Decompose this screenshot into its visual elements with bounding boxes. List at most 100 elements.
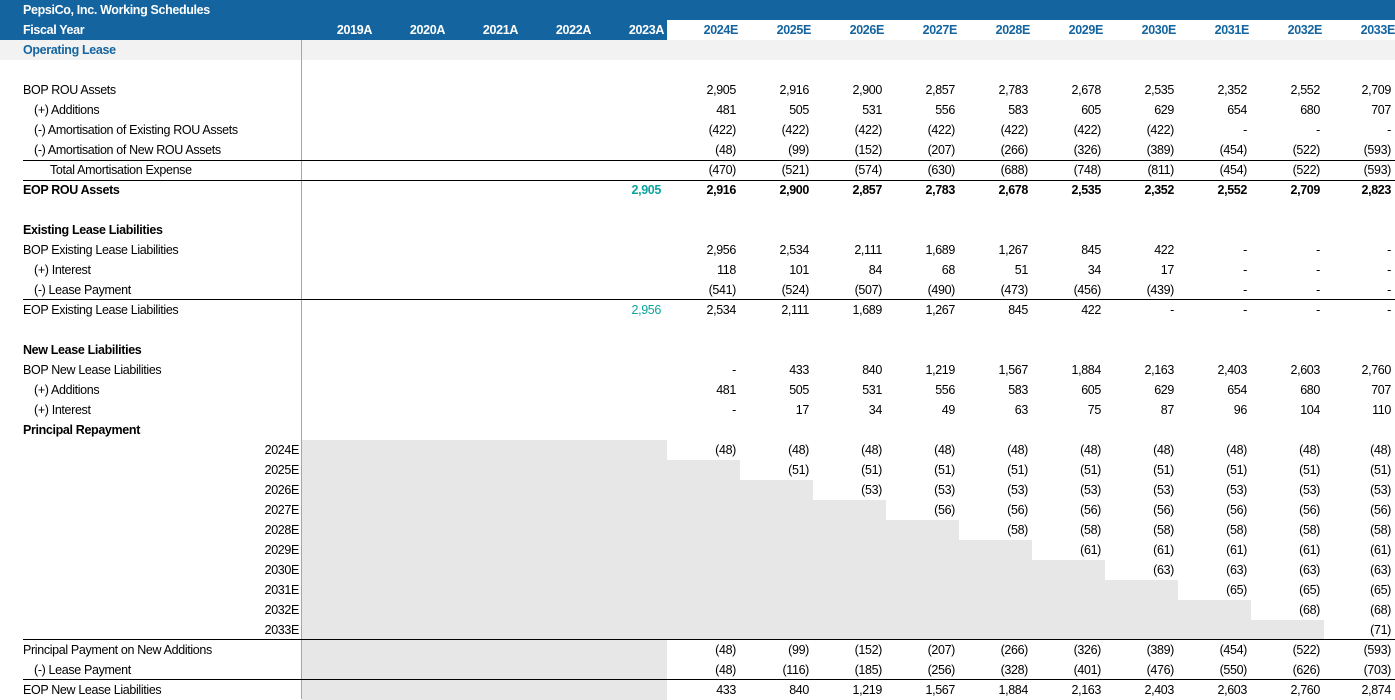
value-cell: - [1170,303,1174,317]
value-cell: 2,857 [925,83,955,97]
value-cell: 2,678 [1071,83,1101,97]
row-label: EOP Existing Lease Liabilities [23,303,179,317]
repayment-cell: (48) [715,443,736,457]
value-cell: - [1387,303,1391,317]
year-header: 2024E [703,23,739,37]
value-cell: 104 [1300,403,1320,417]
value-cell: 2,874 [1361,683,1391,697]
repayment-cell: (53) [1299,483,1320,497]
value-cell: - [1316,243,1320,257]
row-label: EOP ROU Assets [23,183,120,197]
value-cell: (389) [1146,143,1175,157]
value-cell: 433 [789,363,809,377]
repayment-cell: (61) [1153,543,1174,557]
shaded-area [740,480,813,640]
value-cell: 583 [1008,383,1028,397]
value-cell: (593) [1363,143,1392,157]
repayment-cell: (48) [1007,443,1028,457]
repayment-cell: (53) [1370,483,1391,497]
value-cell: (401) [1073,663,1102,677]
value-cell: 2,111 [781,303,809,317]
year-header: 2026E [849,23,885,37]
row-label: (-) Lease Payment [34,663,131,677]
value-cell: (470) [708,163,737,177]
value-cell: 2,603 [1217,683,1247,697]
value-cell: 2,603 [1290,363,1320,377]
value-cell: - [732,363,736,377]
value-cell: 17 [1160,263,1175,277]
value-cell: 505 [789,383,809,397]
value-cell: 2,916 [706,183,736,197]
value-cell: (476) [1146,663,1175,677]
shaded-area [1032,560,1105,640]
value-cell: 1,219 [852,683,882,697]
repayment-cell: (56) [1226,503,1247,517]
repayment-cell: (71) [1370,623,1391,637]
repayment-cell: (51) [1007,463,1028,477]
repayment-cell: (53) [1007,483,1028,497]
value-cell: 629 [1154,103,1174,117]
row-label: (-) Lease Payment [34,283,131,297]
value-cell: (490) [927,283,956,297]
value-cell: 845 [1008,303,1028,317]
value-cell: (152) [854,143,883,157]
value-cell: 2,678 [998,183,1028,197]
row-label: (+) Additions [34,383,100,397]
row-label: Principal Payment on New Additions [23,643,212,657]
value-cell: 2,352 [1217,83,1247,97]
repayment-cell: (63) [1299,563,1320,577]
value-cell: 101 [789,263,809,277]
row-label: (-) Amortisation of Existing ROU Assets [34,123,238,137]
value-cell: (439) [1146,283,1175,297]
year-header: 2025E [776,23,812,37]
value-cell: 707 [1371,383,1391,397]
repayment-cell: (48) [861,443,882,457]
repayment-cell: (53) [934,483,955,497]
year-header: 2021A [482,23,518,37]
value-cell: (748) [1073,163,1102,177]
repayment-cell: (61) [1226,543,1247,557]
value-cell: 654 [1227,383,1247,397]
repayment-cell: (56) [934,503,955,517]
value-cell: 1,267 [998,243,1028,257]
year-header: 2029E [1068,23,1104,37]
value-cell: 118 [717,263,736,277]
value-cell: 51 [1014,263,1029,277]
value-cell: 49 [941,403,956,417]
repayment-cell: (48) [1370,443,1391,457]
value-cell: (522) [1292,163,1321,177]
repayment-cell: (51) [1226,463,1247,477]
repayment-cell: (61) [1370,543,1391,557]
row-label: (+) Interest [34,263,91,277]
year-header: 2033E [1360,23,1395,37]
value-cell: (593) [1363,163,1392,177]
value-cell: 583 [1008,103,1028,117]
repayment-cell: (53) [1080,483,1101,497]
sheet-title: PepsiCo, Inc. Working Schedules [23,3,210,17]
rule-line [23,160,1395,161]
repayment-cell: (68) [1299,603,1320,617]
value-cell: 1,267 [925,303,955,317]
value-cell: (422) [708,123,737,137]
cohort-label: 2030E [264,563,300,577]
column-divider [301,40,302,699]
fiscal-year-label: Fiscal Year [23,23,85,37]
value-cell: 605 [1081,383,1101,397]
value-cell: 605 [1081,103,1101,117]
repayment-cell: (58) [1080,523,1101,537]
value-cell: 96 [1233,403,1248,417]
value-cell: 2,916 [779,83,809,97]
year-header: 2023A [628,23,664,37]
year-header: 2020A [409,23,445,37]
value-cell: 84 [868,263,883,277]
repayment-cell: (58) [1007,523,1028,537]
value-cell: (507) [854,283,883,297]
value-cell: (99) [788,643,809,657]
value-cell: - [1387,123,1391,137]
repayment-cell: (48) [1080,443,1101,457]
year-header: 2031E [1214,23,1250,37]
repayment-cell: (48) [1299,443,1320,457]
value-cell: 2,163 [1071,683,1101,697]
cohort-label: 2026E [264,483,300,497]
value-cell: (48) [715,643,736,657]
